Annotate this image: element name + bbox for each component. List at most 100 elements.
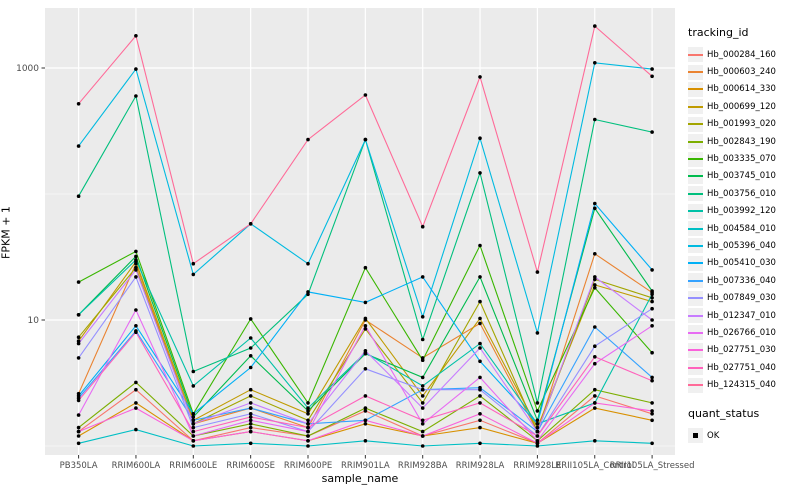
data-point	[478, 341, 482, 346]
data-point	[478, 275, 482, 279]
legend-label: Hb_000603_240	[707, 67, 776, 78]
data-point	[306, 439, 310, 443]
data-point	[420, 358, 425, 363]
data-point	[191, 439, 196, 443]
legend-label: Hb_000614_330	[707, 84, 776, 95]
data-point	[363, 394, 368, 398]
x-tick-label: RRIM600PE	[284, 461, 332, 471]
legend-entry: Hb_005396_040	[688, 237, 798, 254]
data-point	[248, 412, 253, 416]
legend-entry: Hb_000699_120	[688, 98, 798, 115]
data-point	[420, 384, 425, 388]
x-tick-label: RRIM600LA	[112, 461, 161, 471]
legend-key-line-icon	[688, 53, 703, 56]
legend-entry: Hb_003992_120	[688, 203, 798, 220]
x-tick-label: RRIM901LA	[341, 461, 390, 471]
legend-entry: Hb_026766_010	[688, 324, 798, 341]
data-point	[478, 136, 482, 140]
data-point	[363, 327, 368, 331]
data-point	[650, 409, 654, 413]
data-point	[134, 268, 138, 272]
data-point	[134, 254, 138, 259]
legend-key-line-icon	[688, 331, 703, 334]
data-point	[650, 299, 654, 304]
data-point	[134, 275, 138, 279]
data-point	[478, 401, 482, 405]
data-point	[593, 283, 597, 287]
legend-label: Hb_001993_020	[707, 119, 776, 130]
data-point	[535, 439, 540, 443]
data-point	[134, 249, 138, 254]
data-point	[76, 413, 81, 417]
legend-key	[688, 186, 703, 202]
data-point	[478, 412, 482, 416]
data-point	[134, 94, 138, 98]
data-point	[363, 406, 368, 410]
data-point	[363, 324, 368, 328]
data-point	[191, 415, 196, 419]
data-point	[191, 434, 196, 438]
legend-entry: Hb_003745_010	[688, 168, 798, 185]
legend-key	[688, 151, 703, 167]
data-point	[650, 324, 654, 328]
data-point	[593, 61, 597, 65]
data-point	[306, 290, 310, 294]
legend-entry-ok: OK	[688, 427, 798, 444]
data-point	[306, 137, 310, 142]
data-point	[306, 429, 310, 434]
legend-label: Hb_003992_120	[707, 206, 776, 217]
legend-entry: Hb_000614_330	[688, 81, 798, 98]
data-point	[593, 439, 597, 443]
legend-key-line-icon	[688, 140, 703, 143]
legend-key-line-icon	[688, 297, 703, 300]
legend-key	[688, 325, 703, 341]
x-tick-label: RRII105LA_Control	[555, 461, 634, 471]
legend-label: Hb_000284_160	[707, 49, 776, 60]
data-point	[191, 412, 196, 416]
data-point	[593, 206, 597, 211]
data-point	[248, 336, 253, 340]
data-point	[363, 439, 368, 443]
legend: tracking_id Hb_000284_160 Hb_000603_240 Hb…	[688, 26, 798, 444]
data-point	[134, 308, 138, 312]
data-point	[191, 425, 196, 430]
data-point	[650, 67, 654, 71]
legend-label: Hb_002843_190	[707, 136, 776, 147]
data-point	[420, 224, 425, 229]
data-point	[593, 117, 597, 122]
data-point	[363, 300, 368, 305]
data-point	[248, 365, 253, 370]
data-point	[306, 406, 310, 410]
data-point	[248, 346, 253, 350]
legend-label: Hb_124315_040	[707, 380, 776, 391]
y-axis-title: FPKM + 1	[0, 206, 13, 259]
data-point	[420, 315, 425, 319]
x-tick-label: RRIM928LE	[513, 461, 561, 471]
legend-entry: Hb_007849_030	[688, 289, 798, 306]
data-point	[593, 252, 597, 256]
x-tick-label: RRIM600SE	[226, 461, 275, 471]
data-point	[478, 321, 482, 326]
data-point	[593, 387, 597, 392]
data-point	[478, 316, 482, 321]
data-point	[76, 398, 81, 403]
legend-key	[688, 116, 703, 132]
legend-key-line-icon	[688, 88, 703, 91]
data-point	[248, 418, 253, 423]
data-point	[650, 296, 654, 300]
data-point	[191, 261, 196, 266]
legend-key	[688, 308, 703, 324]
legend-key-line-icon	[688, 384, 703, 387]
data-point	[420, 429, 425, 434]
data-point	[478, 418, 482, 423]
y-tick-label: 10	[28, 316, 40, 326]
data-point	[248, 354, 253, 358]
legend-key	[688, 221, 703, 237]
data-point	[248, 406, 253, 410]
legend-key	[688, 47, 703, 63]
data-point	[306, 422, 310, 426]
legend-entry: Hb_003335_070	[688, 150, 798, 167]
data-point	[191, 429, 196, 434]
data-point	[134, 387, 138, 392]
legend-key	[688, 377, 703, 393]
